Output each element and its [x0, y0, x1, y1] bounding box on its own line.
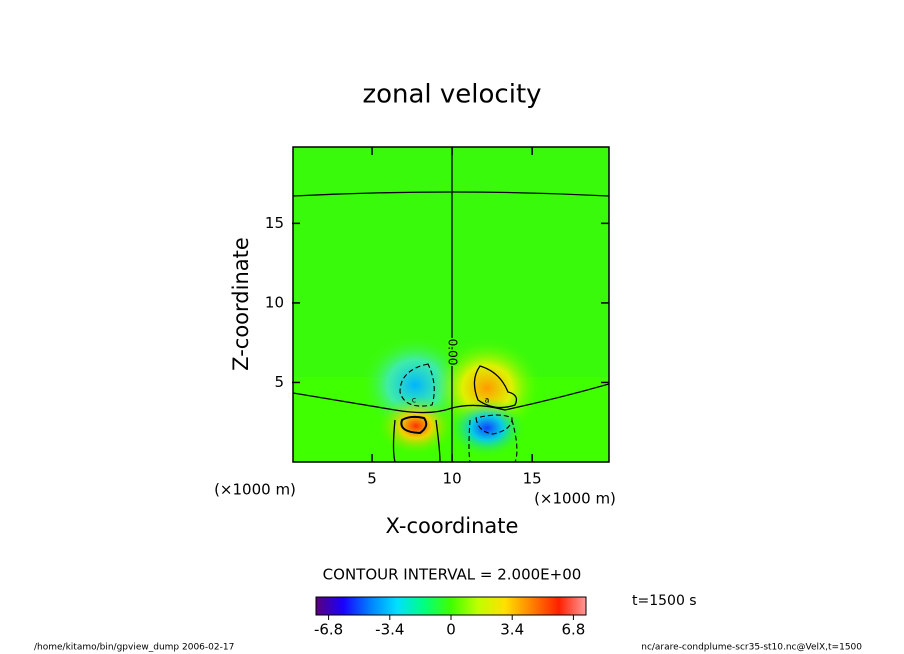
x-tick-label: 10: [443, 470, 462, 488]
colorbar-tick-label: 0: [446, 621, 456, 639]
y-tick-label: 10: [265, 293, 284, 311]
colorbar-tick-label: -6.8: [314, 621, 343, 639]
x-unit: (×1000 m): [534, 490, 616, 508]
y-tick-label: 5: [274, 373, 284, 391]
y-axis-label: Z-coordinate: [229, 237, 253, 371]
contour-label: 0.00: [446, 339, 460, 366]
chart-title: zonal velocity: [362, 80, 541, 110]
x-tick-label: 5: [367, 470, 377, 488]
colorbar-tick-label: -3.4: [375, 621, 404, 639]
field: c a 0.00: [293, 147, 609, 462]
colorbar-tick-label: 6.8: [561, 621, 585, 639]
footer-left: /home/kitamo/bin/gpview_dump 2006-02-17: [34, 643, 234, 653]
x-axis-label: X-coordinate: [386, 514, 519, 538]
c-marker: c: [412, 396, 416, 405]
x-tick-label: 15: [523, 470, 542, 488]
a-marker: a: [485, 396, 490, 405]
footer-right: nc/arare-condplume-scr35-st10.nc@VelX,t=…: [641, 643, 862, 653]
colorbar: [315, 596, 587, 616]
time-label: t=1500 s: [632, 593, 697, 609]
colorbar-tick-label: 3.4: [500, 621, 524, 639]
contour-interval: CONTOUR INTERVAL = 2.000E+00: [323, 566, 582, 584]
plot-frame: [292, 146, 610, 463]
y-unit: (×1000 m): [214, 481, 296, 499]
y-tick-label: 15: [265, 214, 284, 232]
